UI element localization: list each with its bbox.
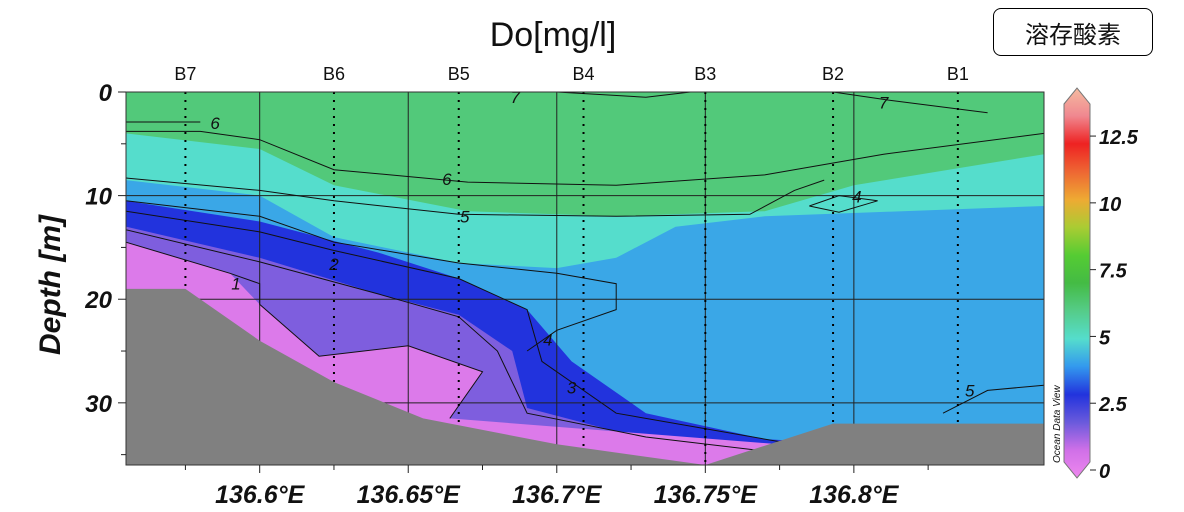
colorbar-tick-label: 12.5: [1099, 127, 1139, 149]
station-label-b6: B6: [323, 64, 345, 84]
y-tick-label: 10: [85, 184, 112, 211]
x-tick-label: 136.65°E: [357, 481, 461, 509]
contour-label-1: 1: [231, 275, 240, 294]
contour-line-3: [126, 210, 795, 445]
contour-line-2: [126, 229, 795, 456]
colorbar-tick-label: 5: [1099, 327, 1111, 349]
y-tick-label: 20: [84, 287, 112, 314]
contour-line-4: [809, 195, 878, 213]
contour-label-7: 7: [510, 88, 520, 107]
contour-label-6: 6: [442, 170, 452, 189]
colorbar-tick-label: 0: [1099, 461, 1110, 483]
station-label-b4: B4: [572, 64, 594, 84]
contour-line-6: [126, 130, 1044, 186]
contour-label-7: 7: [879, 93, 889, 112]
colorbar-tick-label: 2.5: [1098, 394, 1128, 416]
station-labels: B7 B6 B5 B4 B3 B2 B1: [174, 64, 968, 84]
contour-label-4: 4: [543, 331, 552, 350]
plot-frame: [125, 91, 1045, 466]
y-axis: 0 10 20 30: [84, 80, 126, 456]
contour-line-5: [126, 177, 825, 217]
station-label-b2: B2: [822, 64, 844, 84]
x-tick-label: 136.7°E: [512, 481, 603, 509]
contour-label-4: 4: [852, 188, 861, 207]
contour-label-2: 2: [328, 255, 339, 274]
x-axis: 136.6°E 136.65°E 136.7°E 136.75°E 136.8°E: [184, 465, 929, 509]
y-tick-label: 0: [99, 80, 113, 107]
station-label-b1: B1: [947, 64, 969, 84]
contour-line-1: [126, 241, 484, 419]
contour-label-5: 5: [965, 381, 975, 400]
y-axis-label: Depth [m]: [34, 214, 67, 355]
contour-label-6: 6: [210, 114, 220, 133]
contour-line-4: [126, 200, 617, 352]
colorbar: 0 2.5 5 7.5 10 12.5: [1063, 87, 1139, 483]
station-label-b5: B5: [448, 64, 470, 84]
contour-label-5: 5: [460, 207, 470, 226]
station-label-b7: B7: [174, 64, 196, 84]
x-tick-label: 136.6°E: [215, 481, 306, 509]
colorbar-tick-label: 10: [1099, 194, 1121, 216]
contour-label-3: 3: [567, 378, 577, 397]
y-tick-label: 30: [85, 391, 112, 418]
dissolved-oxygen-tag: 溶存酸素: [993, 8, 1153, 56]
colorbar-ramp: [1063, 87, 1091, 479]
chart-title: Do[mg/l]: [490, 16, 617, 54]
watermark-text: Ocean Data View: [1052, 385, 1063, 463]
x-tick-label: 136.75°E: [654, 481, 758, 509]
seafloor-fill: [126, 288, 1044, 465]
contour-line-7: [556, 92, 691, 98]
contour-line-7: [833, 92, 988, 114]
station-label-b3: B3: [694, 64, 716, 84]
x-tick-label: 136.8°E: [809, 481, 900, 509]
seafloor: [126, 288, 1044, 465]
colorbar-tick-label: 7.5: [1099, 261, 1128, 283]
